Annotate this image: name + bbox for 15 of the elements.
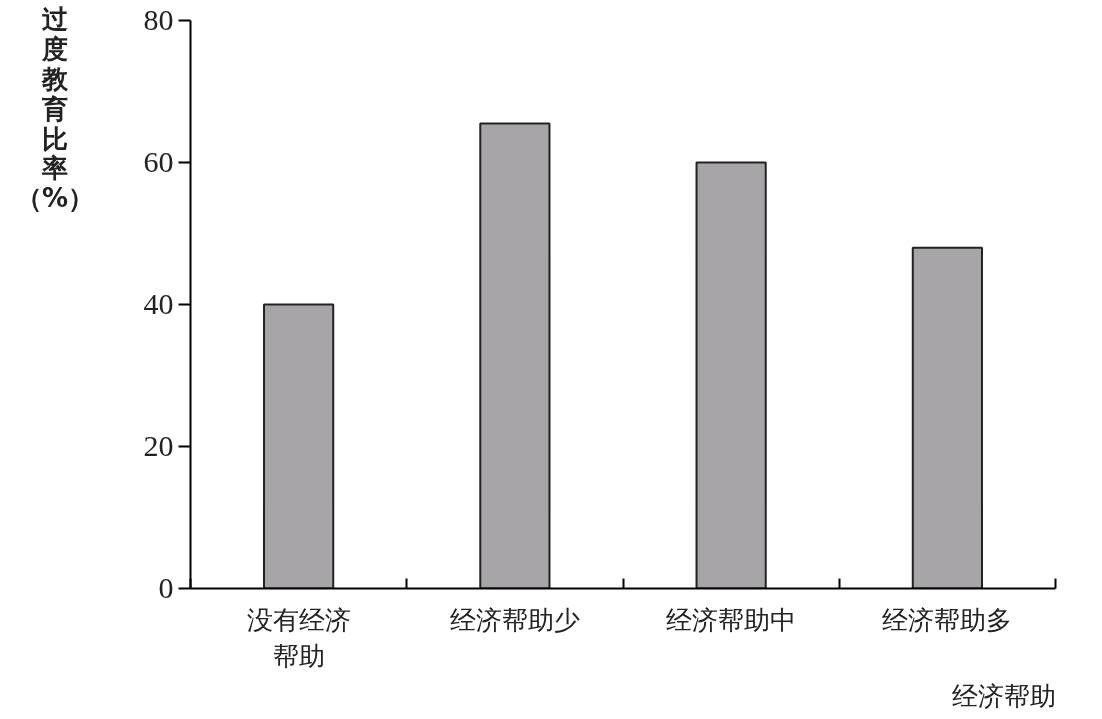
bar xyxy=(263,303,335,589)
y-tick-label: 40 xyxy=(143,287,174,320)
x-tick-label: 经济帮助中 xyxy=(666,604,797,635)
y-tick-label: 60 xyxy=(143,145,174,178)
bar xyxy=(479,122,551,589)
bar xyxy=(911,246,983,589)
y-tick-label: 80 xyxy=(143,3,174,36)
x-tick-label: 没有经济帮助 xyxy=(246,604,351,671)
x-axis-title: 经济帮助 xyxy=(951,680,1056,711)
x-tick-label: 经济帮助多 xyxy=(882,604,1013,635)
bar xyxy=(695,161,767,589)
y-tick-label: 20 xyxy=(143,429,174,462)
y-axis-title: 过度教育比率（%） xyxy=(15,4,95,215)
y-tick-label: 0 xyxy=(158,571,174,604)
x-tick-label: 经济帮助少 xyxy=(449,604,580,635)
